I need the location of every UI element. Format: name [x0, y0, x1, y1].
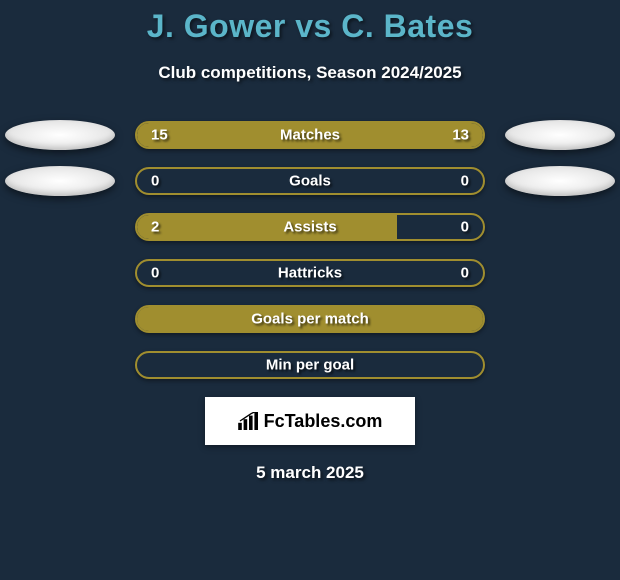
- stat-row: Hattricks 0 0: [0, 259, 620, 287]
- player-left-oval: [5, 166, 115, 196]
- stat-label: Goals: [289, 173, 331, 190]
- stat-value-right: 0: [461, 219, 469, 236]
- stat-row: Goals 0 0: [0, 167, 620, 195]
- logo-box: FcTables.com: [205, 397, 415, 445]
- stat-bar: Assists 2 0: [135, 213, 485, 241]
- stat-bar: Goals per match: [135, 305, 485, 333]
- stat-label: Hattricks: [278, 265, 342, 282]
- page-title: J. Gower vs C. Bates: [0, 8, 620, 45]
- stat-value-left: 15: [151, 127, 168, 144]
- stat-value-right: 0: [461, 173, 469, 190]
- stat-value-left: 0: [151, 173, 159, 190]
- player-right-oval: [505, 166, 615, 196]
- stat-label: Min per goal: [266, 357, 354, 374]
- date: 5 march 2025: [0, 463, 620, 483]
- bar-fill-left: [137, 215, 397, 239]
- stat-bar: Min per goal: [135, 351, 485, 379]
- logo: FcTables.com: [238, 411, 383, 432]
- stat-row: Matches 15 13: [0, 121, 620, 149]
- stat-bar: Matches 15 13: [135, 121, 485, 149]
- player-right-oval: [505, 120, 615, 150]
- stat-label: Matches: [280, 127, 340, 144]
- logo-text: FcTables.com: [264, 411, 383, 432]
- stat-value-left: 0: [151, 265, 159, 282]
- stat-label: Assists: [283, 219, 336, 236]
- stat-bar: Goals 0 0: [135, 167, 485, 195]
- stat-bar: Hattricks 0 0: [135, 259, 485, 287]
- stat-label: Goals per match: [251, 311, 369, 328]
- stat-value-right: 0: [461, 265, 469, 282]
- comparison-infographic: J. Gower vs C. Bates Club competitions, …: [0, 0, 620, 483]
- chart-icon: [238, 412, 260, 430]
- player-left-oval: [5, 120, 115, 150]
- stats-list: Matches1513Goals00Assists20Hattricks00Go…: [0, 121, 620, 379]
- stat-row: Min per goal: [0, 351, 620, 379]
- subtitle: Club competitions, Season 2024/2025: [0, 63, 620, 83]
- stat-row: Assists 2 0: [0, 213, 620, 241]
- stat-value-left: 2: [151, 219, 159, 236]
- stat-row: Goals per match: [0, 305, 620, 333]
- stat-value-right: 13: [452, 127, 469, 144]
